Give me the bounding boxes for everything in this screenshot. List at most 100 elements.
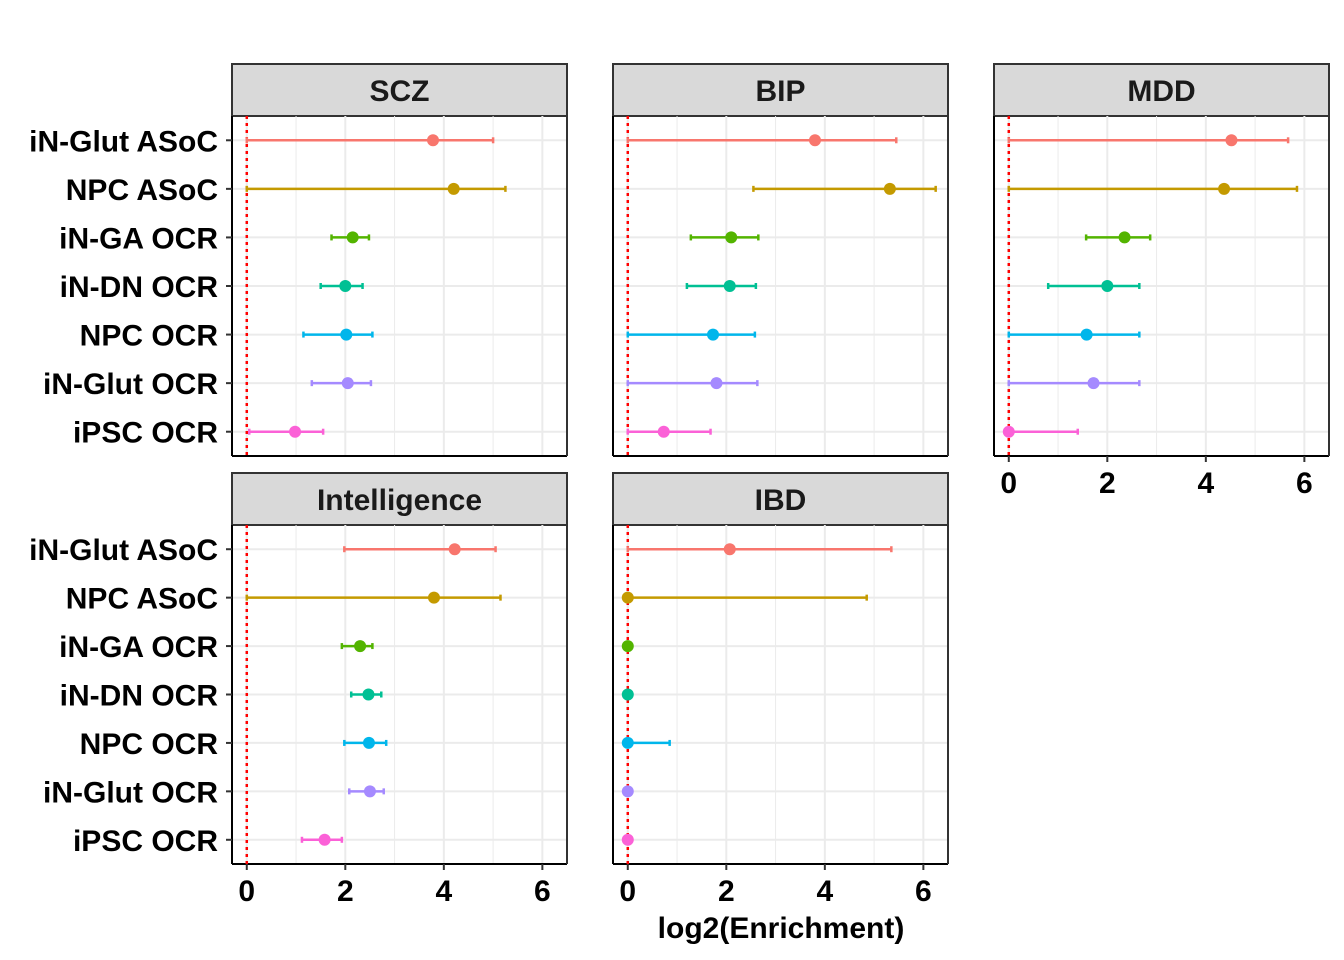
panel-mdd: MDD 0 2 4 6 [993,63,1330,500]
point-estimate [289,425,302,438]
x-tick-label: 0 [238,875,255,908]
point-estimate [808,134,821,147]
data-point-group [1007,377,1141,390]
category-label: iN-Glut OCR [43,368,218,401]
strip-background [993,63,1330,117]
point-estimate [1118,231,1131,244]
data-point-group [319,280,364,292]
category-label: iN-Glut ASoC [29,125,218,158]
x-tick-label: 2 [1099,467,1116,500]
x-tick-label: 0 [1000,467,1017,500]
data-point-group [626,134,898,147]
data-point-group [1007,328,1141,341]
point-estimate [341,377,354,390]
x-tick-label: 4 [816,875,833,908]
panels-layer: SCZ iN-Glut ASoC NPC ASoC iN-GA OCR iN-DN OC… [29,63,1330,908]
data-point-group [626,328,757,341]
point-estimate [448,543,461,556]
x-tick-label: 0 [619,875,636,908]
data-point-group [1002,425,1079,438]
data-point-group [330,231,371,244]
data-point-group [1007,182,1299,195]
data-point-group [621,640,634,653]
point-estimate [427,134,439,147]
category-label: iN-DN OCR [60,680,219,713]
category-label: NPC OCR [80,728,219,761]
data-point-group [245,134,495,147]
data-point-group [343,736,388,749]
point-estimate [621,785,634,798]
point-estimate [621,833,634,846]
point-estimate [1080,328,1093,341]
point-estimate [363,785,376,798]
point-estimate [1087,377,1100,390]
point-estimate [340,328,353,341]
x-tick-label: 2 [337,875,354,908]
data-point-group [626,425,712,438]
point-estimate [710,377,723,390]
point-estimate [362,736,375,749]
data-point-group [340,640,374,653]
point-estimate [725,231,738,244]
point-estimate [1002,425,1015,438]
x-tick-label: 4 [435,875,452,908]
strip-label: BIP [755,75,805,108]
strip-label: IBD [755,484,807,517]
point-estimate [883,182,896,195]
point-estimate [621,688,634,701]
point-estimate [354,640,367,653]
panel-scz: SCZ iN-Glut ASoC NPC ASoC iN-GA OCR iN-DN OC… [29,63,568,457]
point-estimate [318,833,331,846]
data-point-group [621,736,671,749]
strip-label: MDD [1127,75,1195,108]
data-point-group [245,591,502,604]
point-estimate [657,425,670,438]
strip-background [231,63,568,117]
panel-intelligence: Intelligence iN-Glut ASoC NPC ASoC iN-GA OC… [29,472,568,908]
point-estimate [723,543,736,556]
panel-ibd: IBD 0 2 4 6 [612,472,949,908]
strip-label: SCZ [370,75,430,108]
point-estimate [621,736,634,749]
data-point-group [310,377,373,390]
point-estimate [346,231,359,244]
point-estimate [621,640,634,653]
x-tick-label: 6 [915,875,932,908]
panel-bip: BIP [612,63,949,457]
category-label: iN-GA OCR [59,631,218,664]
data-point-group [1084,231,1152,244]
data-point-group [300,833,344,846]
point-estimate [707,328,720,341]
category-label: NPC ASoC [66,583,218,616]
strip-background [231,472,568,526]
point-estimate [447,182,460,195]
point-estimate [339,280,352,292]
category-label: iN-Glut ASoC [29,534,218,567]
x-tick-label: 2 [718,875,735,908]
point-estimate [1225,134,1238,147]
strip-label: Intelligence [317,484,482,517]
data-point-group [621,688,634,701]
data-point-group [621,833,634,846]
point-estimate [362,688,375,701]
data-point-group [245,182,507,195]
category-label: iPSC OCR [73,417,218,450]
data-point-group [247,425,325,438]
category-label: iN-DN OCR [60,271,219,304]
point-estimate [723,280,736,292]
data-point-group [752,182,937,195]
point-estimate [1218,182,1231,195]
category-label: iN-Glut OCR [43,776,218,809]
category-label: NPC OCR [80,320,219,353]
category-label: NPC ASoC [66,174,218,207]
data-point-group [302,328,374,341]
data-point-group [349,688,383,701]
data-point-group [685,280,758,292]
point-estimate [1101,280,1114,292]
data-point-group [348,785,385,798]
strip-background [612,472,949,526]
x-tick-label: 4 [1197,467,1214,500]
point-estimate [427,591,440,604]
data-point-group [621,785,634,798]
